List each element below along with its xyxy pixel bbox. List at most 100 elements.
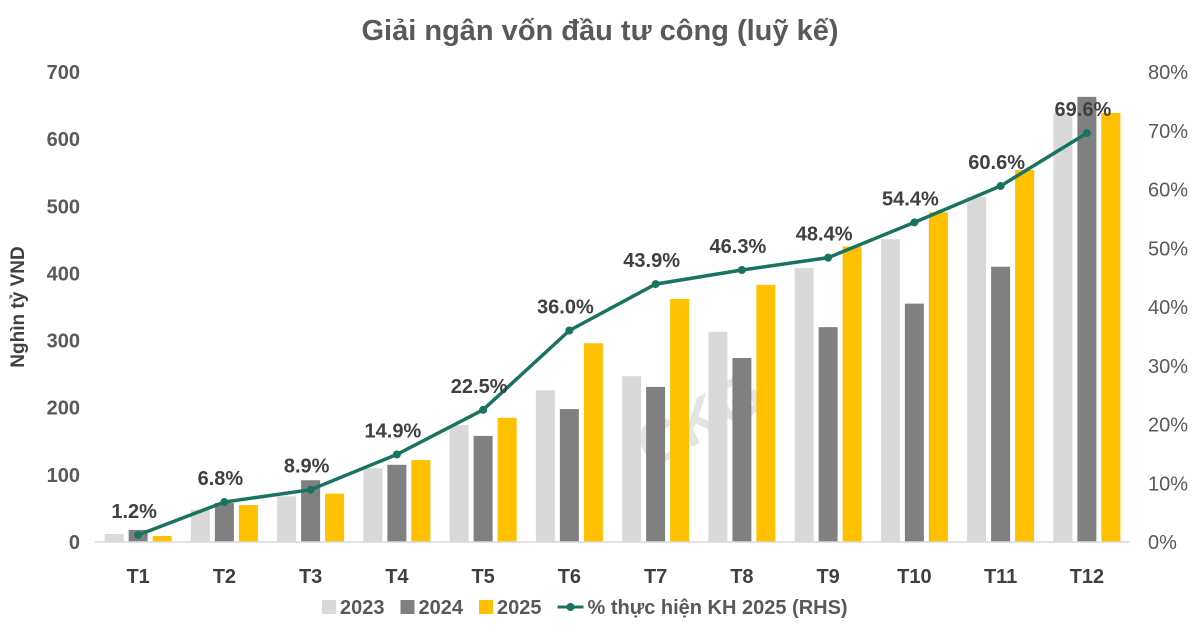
- legend-marker: [566, 603, 575, 611]
- line-point: [996, 181, 1005, 190]
- line-data-label: 36.0%: [537, 297, 594, 319]
- bar-2023-T4: [363, 468, 383, 542]
- line-data-label: 6.8%: [198, 468, 244, 490]
- x-tick-label: T12: [1070, 566, 1104, 588]
- line-point: [1082, 129, 1091, 138]
- bar-2023-T6: [535, 390, 555, 542]
- x-tick-label: T9: [816, 566, 839, 588]
- bar-2025-T9: [842, 246, 862, 543]
- legend-label: % thực hiện KH 2025 (RHS): [588, 597, 848, 619]
- line-data-label: 54.4%: [882, 188, 939, 210]
- y2-tick-label: 70%: [1148, 121, 1188, 143]
- bar-2025-T5: [497, 417, 517, 542]
- x-tick-label: T10: [897, 566, 931, 588]
- bar-2025-T10: [928, 212, 948, 543]
- bar-2025-T11: [1015, 170, 1035, 542]
- y2-tick-label: 60%: [1148, 180, 1188, 202]
- y-axis-label: Nghìn tỷ VND: [8, 246, 29, 367]
- y-tick-label: 100: [47, 465, 80, 487]
- x-tick-label: T4: [385, 566, 409, 588]
- bar-2023-T7: [622, 376, 642, 542]
- line-point: [910, 218, 919, 227]
- bar-2025-T7: [670, 298, 690, 542]
- legend-swatch: [400, 600, 415, 614]
- bar-2023-T12: [1053, 112, 1073, 542]
- y2-tick-label: 80%: [1148, 62, 1188, 84]
- y-tick-label: 400: [47, 263, 80, 285]
- line-data-label: 43.9%: [623, 250, 680, 272]
- bar-2025-T12: [1101, 112, 1121, 542]
- y-tick-label: 700: [47, 62, 80, 84]
- y2-tick-label: 20%: [1148, 415, 1188, 437]
- line-data-label: 1.2%: [111, 501, 157, 523]
- line-point: [306, 485, 315, 494]
- x-tick-label: T5: [471, 566, 494, 588]
- y2-tick-label: 50%: [1148, 238, 1188, 260]
- y-tick-label: 300: [47, 331, 80, 353]
- bar-2025-T6: [583, 343, 603, 542]
- line-point: [565, 326, 574, 335]
- bar-2023-T2: [190, 509, 210, 542]
- x-tick-label: T7: [644, 566, 667, 588]
- legend-label: 2025: [497, 597, 542, 619]
- bar-2024-T7: [646, 386, 666, 542]
- legend-label: 2024: [419, 597, 464, 619]
- bar-2023-T8: [708, 331, 728, 542]
- line-point: [392, 450, 401, 459]
- line-data-label: 22.5%: [451, 376, 508, 398]
- y-tick-label: 500: [47, 196, 80, 218]
- y-tick-label: 0: [69, 532, 80, 554]
- line-data-label: 69.6%: [1055, 99, 1112, 121]
- line-data-label: 8.9%: [284, 456, 330, 478]
- bar-2025-T3: [325, 493, 345, 542]
- bar-2025-T1: [152, 535, 172, 542]
- line-point: [134, 530, 143, 539]
- bar-2023-T10: [880, 239, 900, 542]
- y2-tick-label: 0%: [1148, 532, 1177, 554]
- y2-tick-label: 10%: [1148, 473, 1188, 495]
- legend-label: 2023: [340, 597, 385, 619]
- line-series: [137, 131, 1088, 537]
- x-tick-label: T6: [558, 566, 581, 588]
- legend-swatch: [479, 600, 493, 614]
- bar-2024-T6: [559, 409, 579, 542]
- bar-2023-T3: [277, 496, 297, 542]
- bar-2024-T9: [818, 327, 838, 542]
- x-tick-label: T2: [213, 566, 236, 588]
- x-tick-label: T11: [984, 566, 1017, 588]
- bar-2024-T4: [387, 464, 407, 542]
- y-tick-label: 600: [47, 129, 80, 151]
- y2-tick-label: 30%: [1148, 356, 1188, 378]
- bar-2023-T11: [967, 196, 987, 542]
- bar-2024-T3: [301, 480, 321, 542]
- line-point: [651, 280, 660, 289]
- bar-2024-T8: [732, 358, 752, 542]
- x-tick-label: T3: [299, 566, 322, 588]
- bar-2024-T2: [214, 503, 234, 542]
- line-data-label: 48.4%: [796, 224, 853, 246]
- line-point: [479, 405, 488, 414]
- y2-tick-label: 40%: [1148, 297, 1188, 319]
- line-data-label: 60.6%: [968, 152, 1025, 174]
- bar-2024-T12: [1077, 96, 1097, 542]
- bar-2024-T5: [473, 435, 493, 542]
- line-point: [824, 253, 833, 262]
- line-data-label: 46.3%: [710, 236, 767, 258]
- bar-2023-T1: [104, 533, 124, 542]
- bar-2025-T8: [756, 284, 776, 542]
- x-tick-label: T1: [126, 566, 149, 588]
- bar-2023-T5: [449, 425, 469, 542]
- bar-2023-T9: [794, 268, 814, 542]
- bar-2025-T2: [238, 505, 258, 542]
- bar-2024-T11: [991, 266, 1011, 542]
- x-tick-label: T8: [730, 566, 753, 588]
- bar-2025-T4: [411, 460, 431, 542]
- y-tick-label: 200: [47, 398, 80, 420]
- line-point: [220, 498, 229, 507]
- chart-title: Giải ngân vốn đầu tư công (luỹ kế): [362, 15, 839, 47]
- line-point: [737, 265, 746, 274]
- line-data-label: 14.9%: [365, 420, 422, 442]
- legend-swatch: [322, 600, 336, 614]
